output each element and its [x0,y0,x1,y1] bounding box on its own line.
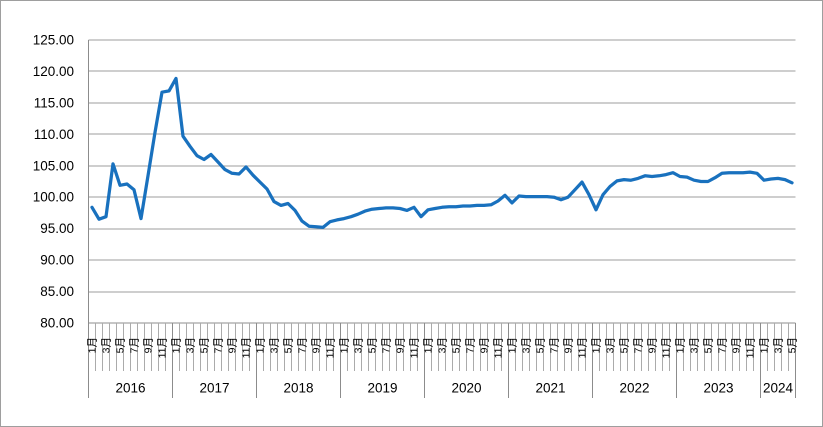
month-tick-label: 9月 [143,337,155,353]
month-tick-label: 5月 [535,337,547,353]
year-label: 2020 [451,381,481,396]
y-axis-tick-label: 110.00 [34,127,74,142]
month-tick-label: 9月 [647,337,659,353]
month-tick-label: 9月 [311,337,323,353]
month-tick-label: 1月 [423,337,435,353]
month-tick-label: 7月 [717,337,729,353]
month-tick-label: 1月 [507,337,519,353]
month-tick-label: 1月 [171,337,183,353]
month-tick-label: 9月 [731,337,743,353]
month-tick-label: 11月 [745,337,757,358]
y-axis-tick-label: 80.00 [40,316,74,331]
month-tick-label: 5月 [451,337,463,353]
y-axis-tick-label: 125.00 [33,33,74,48]
month-tick-label: 9月 [563,337,575,353]
month-tick-label: 1月 [87,337,99,353]
month-tick-label: 5月 [115,337,127,353]
month-tick-label: 9月 [479,337,491,353]
month-tick-label: 11月 [409,337,421,358]
month-tick-label: 1月 [759,337,771,353]
year-label: 2021 [535,381,565,396]
year-label: 2023 [703,381,733,396]
month-tick-label: 7月 [213,337,225,353]
y-axis-tick-label: 95.00 [40,221,74,236]
y-axis-tick-label: 100.00 [33,190,74,205]
series-line [90,76,794,230]
month-tick-label: 3月 [689,337,701,353]
month-tick-label: 7月 [549,337,561,353]
year-label: 2019 [367,381,397,396]
month-tick-label: 5月 [787,337,799,353]
month-tick-label: 7月 [129,337,141,353]
month-tick-label: 11月 [493,337,505,358]
month-tick-label: 7月 [633,337,645,353]
month-tick-label: 1月 [255,337,267,353]
month-tick-label: 11月 [157,337,169,358]
month-tick-label: 5月 [703,337,715,353]
month-tick-label: 1月 [591,337,603,353]
y-axis-tick-label: 105.00 [33,158,74,173]
month-tick-label: 1月 [339,337,351,353]
y-axis-tick-label: 90.00 [40,253,74,268]
month-tick-label: 11月 [325,337,337,358]
month-tick-label: 11月 [577,337,589,358]
month-tick-label: 11月 [661,337,673,358]
month-tick-label: 3月 [269,337,281,353]
month-tick-label: 5月 [199,337,211,353]
month-tick-label: 11月 [241,337,253,358]
y-axis-tick-label: 120.00 [33,64,74,79]
year-label: 2018 [283,381,313,396]
month-tick-label: 1月 [675,337,687,353]
month-tick-label: 9月 [227,337,239,353]
y-axis-tick-label: 115.00 [34,95,74,110]
month-tick-label: 3月 [437,337,449,353]
y-axis-tick-label: 85.00 [40,284,74,299]
month-tick-label: 5月 [283,337,295,353]
month-tick-label: 5月 [619,337,631,353]
month-tick-label: 7月 [465,337,477,353]
month-tick-label: 5月 [367,337,379,353]
year-label: 2016 [115,381,145,396]
month-tick-label: 9月 [395,337,407,353]
year-label: 2017 [199,381,229,396]
month-tick-label: 3月 [185,337,197,353]
month-tick-label: 3月 [605,337,617,353]
month-tick-label: 7月 [381,337,393,353]
year-label: 2024 [763,381,794,396]
month-tick-label: 7月 [297,337,309,353]
year-label: 2022 [619,381,649,396]
month-tick-label: 3月 [101,337,113,353]
month-tick-label: 3月 [773,337,785,353]
month-tick-label: 3月 [521,337,533,353]
month-tick-label: 3月 [353,337,365,353]
